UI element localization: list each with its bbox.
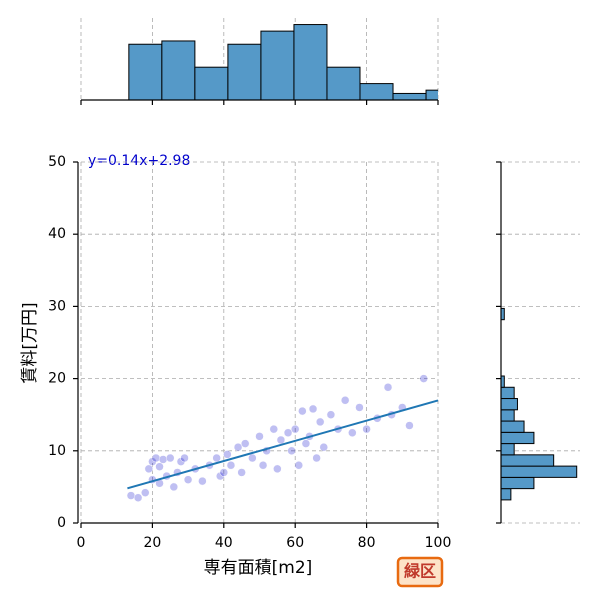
point [276, 435, 286, 445]
point [151, 453, 161, 463]
point [348, 428, 357, 437]
badge: 緑区 [404, 562, 436, 581]
point [219, 468, 229, 477]
point [226, 460, 236, 470]
point [273, 464, 282, 474]
point [240, 439, 250, 448]
bar [194, 66, 229, 100]
point [126, 491, 136, 500]
bar [500, 476, 535, 490]
bar [128, 43, 163, 100]
point [319, 442, 329, 452]
point [405, 421, 414, 430]
bar [500, 454, 555, 467]
point [155, 462, 164, 471]
point [198, 476, 207, 486]
point [166, 453, 175, 463]
bar [500, 465, 578, 478]
point [308, 404, 318, 414]
y-tick-label: 40 [48, 226, 66, 242]
bar [260, 30, 295, 100]
point [255, 432, 264, 441]
point [223, 450, 232, 459]
point [419, 374, 428, 383]
x-tick-label: 0 [77, 535, 86, 551]
point [298, 406, 307, 416]
annotation: y=0.14x+2.98 [88, 153, 190, 169]
y-tick-label: 10 [48, 443, 66, 459]
point [237, 468, 246, 477]
point [215, 471, 225, 481]
point [287, 446, 296, 456]
y-tick-label: 30 [48, 298, 66, 314]
bar [500, 431, 535, 445]
x-axis-label: 専有面積[m2] [204, 558, 313, 578]
point [301, 439, 311, 448]
bar [326, 66, 361, 100]
point [233, 442, 243, 452]
point [144, 464, 154, 474]
point [176, 457, 186, 466]
bar [359, 83, 394, 100]
bar [500, 443, 515, 456]
point [283, 428, 293, 437]
bar [293, 24, 328, 100]
point [269, 424, 279, 434]
y-tick-label: 0 [57, 515, 66, 531]
x-tick-label: 100 [425, 535, 452, 551]
point [148, 457, 157, 466]
y-tick-label: 20 [48, 371, 66, 387]
point [326, 410, 336, 419]
point [355, 403, 364, 412]
badge-box [396, 556, 444, 588]
point [258, 460, 268, 470]
x-tick-label: 20 [143, 535, 161, 551]
x-tick-label: 60 [286, 535, 304, 551]
point [340, 396, 350, 405]
bar [227, 43, 262, 100]
y-tick-label: 50 [48, 154, 66, 170]
bar [500, 409, 515, 422]
bar [500, 386, 515, 400]
point [312, 453, 321, 463]
point [169, 482, 179, 492]
y-axis-label: 賃料[万円] [20, 302, 40, 383]
bar [500, 420, 525, 433]
point [212, 453, 221, 463]
point [158, 455, 168, 464]
point [290, 424, 300, 434]
point [141, 488, 150, 497]
point [315, 417, 325, 427]
point [294, 460, 304, 470]
point [133, 493, 143, 502]
bar [161, 40, 196, 100]
bar [500, 398, 518, 411]
x-tick-label: 40 [215, 535, 233, 551]
point [362, 424, 371, 434]
point [248, 453, 257, 463]
point [180, 453, 189, 463]
point [183, 475, 193, 484]
point [383, 383, 393, 392]
fit-line [127, 399, 439, 490]
x-tick-label: 80 [358, 535, 376, 551]
bar [500, 488, 512, 501]
bar [392, 92, 427, 100]
bar [425, 89, 438, 100]
